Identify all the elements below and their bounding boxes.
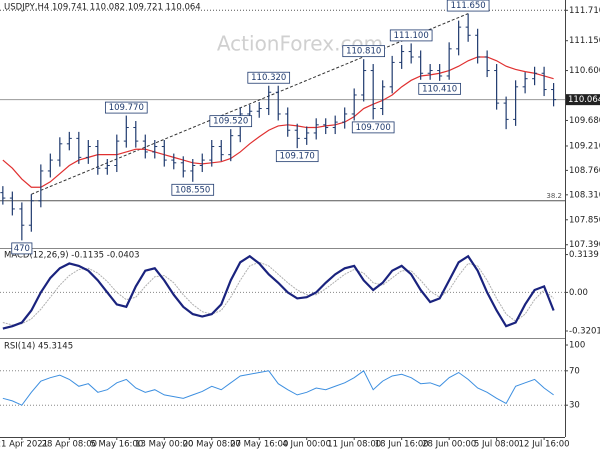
y-tick-label: 30 [569, 401, 580, 411]
annotation-box [209, 115, 253, 128]
y-tick-label: 107.390 [569, 240, 600, 250]
annotation-box [247, 71, 291, 84]
y-tick-label: 107.850 [569, 215, 600, 225]
annotation-box [11, 242, 33, 255]
y-tick-label: 109.210 [569, 141, 600, 151]
y-tick-label: 110.600 [569, 66, 600, 76]
x-tick-label: 11 Jun 08:00 [327, 440, 381, 450]
x-tick-label: 4 Jun 00:00 [282, 440, 331, 450]
macd-label: MACD(12,26,9) -0.1135 -0.0403 [4, 251, 140, 261]
macd-line [2, 254, 555, 330]
annotation-box [275, 150, 319, 163]
annotation-label: 109.170 [280, 152, 315, 162]
annotation-label: 111.100 [394, 31, 429, 41]
x-tick-label: 20 May 08:00 [183, 440, 241, 450]
y-tick-label: 70 [569, 366, 580, 376]
y-tick-label: 100 [569, 341, 585, 351]
annotation-label: 110.410 [422, 84, 457, 94]
fib-label: 38.2 [546, 192, 562, 200]
last-price-label: 110.064 [568, 95, 600, 105]
x-tick-label: 5 Jul 08:00 [474, 440, 520, 450]
y-tick-label: 109.680 [569, 116, 600, 126]
annotation-label: 111.650 [451, 1, 486, 11]
annotation-box [389, 29, 433, 42]
annotation-box [446, 0, 490, 12]
annotation-box [171, 183, 215, 196]
y-tick-label: 108.760 [569, 166, 600, 176]
annotation-label: 470 [14, 244, 30, 254]
y-tick-label: 108.310 [569, 190, 600, 200]
annotation-box [418, 82, 461, 95]
last-price-box [566, 94, 600, 106]
rsi-line [2, 370, 554, 406]
x-tick-label: 13 May 00:00 [135, 440, 193, 450]
annotation-box [104, 101, 148, 114]
x-tick-label: 21 Apr 2021 [0, 440, 48, 450]
x-tick-label: 27 May 16:00 [230, 440, 288, 450]
x-tick-label: 5 May 16:00 [90, 440, 143, 450]
rsi-label: RSI(14) 45.3145 [4, 342, 73, 352]
y-tick-label: 111.150 [569, 36, 600, 46]
y-tick-label: -0.3201 [569, 326, 600, 336]
annotation-label: 108.550 [175, 185, 210, 195]
annotation-label: 109.770 [109, 103, 144, 113]
annotation-label: 109.520 [213, 117, 248, 127]
x-tick-label: 18 Jun 16:00 [375, 440, 429, 450]
x-tick-label: 28 Apr 08:00 [42, 440, 97, 450]
annotation-label: 109.700 [356, 123, 391, 133]
annotation-box [351, 121, 395, 134]
chart-title: USDJPY,H4 109.741 110.082 109.721 110.06… [4, 3, 201, 13]
y-tick-label: 0.3139 [569, 250, 599, 260]
x-tick-label: 28 Jun 00:00 [422, 440, 476, 450]
y-tick-label: 111.710 [569, 6, 600, 16]
annotation-label: 110.810 [346, 47, 381, 57]
x-tick-label: 12 Jul 16:00 [519, 440, 570, 450]
annotation-label: 110.320 [251, 73, 286, 83]
y-tick-label: 0.00 [569, 288, 588, 298]
annotation-box [342, 45, 385, 58]
signal-line [2, 261, 554, 326]
trendline [31, 13, 469, 195]
moving-average [2, 56, 554, 188]
